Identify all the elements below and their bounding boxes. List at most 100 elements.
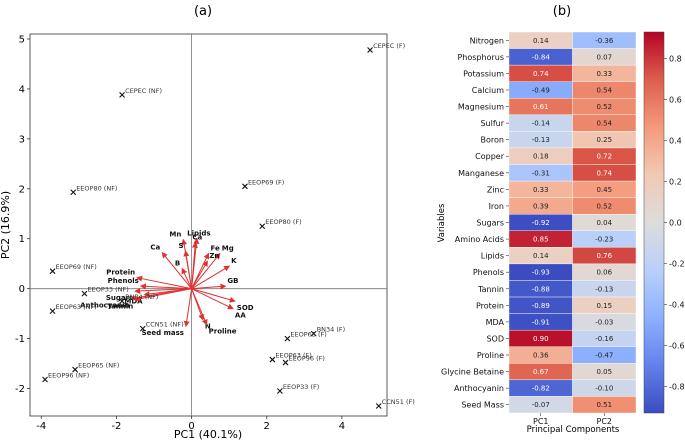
loading-arrow [161, 251, 192, 289]
heatmap-cell-value: -0.03 [595, 318, 613, 326]
score-point-label: EEOP69 (F) [248, 178, 284, 186]
y-tick-label: 3 [19, 134, 25, 145]
loading-label: Fe [211, 245, 220, 253]
score-point-label: CEPEC (F) [373, 42, 405, 50]
score-point-marker [119, 298, 125, 305]
loading-arrow [191, 288, 234, 310]
heatmap-row-label: Protein [476, 301, 504, 310]
heatmap-cell-value: 0.61 [533, 103, 549, 111]
heatmap-cell-value: -0.84 [532, 53, 551, 61]
loading-arrow [191, 265, 231, 290]
heatmap-cell-value: -0.16 [595, 335, 614, 343]
loading-arrow [191, 252, 221, 289]
loading-arrow [191, 288, 236, 303]
heatmap-cell-value: 0.36 [533, 352, 549, 360]
x-tick-label: -2 [111, 421, 121, 432]
heatmap-cells: 0.14 -0.36 -0.84 0.07 0.74 0.33 -0.49 0.54 0.61 0… [508, 31, 637, 414]
heatmap-row-label: Seed Mass [461, 401, 504, 410]
loading-label: Ca [150, 244, 160, 252]
loading-label: Sugars [106, 294, 133, 302]
y-tick-label: 5 [19, 34, 25, 45]
score-point-label: EEOP69 (NF) [56, 263, 97, 271]
loading-label: Seed mass [142, 329, 184, 337]
score-point-marker [310, 330, 317, 337]
score-point-label: EEOP96 (NF) [48, 372, 89, 380]
score-point-marker [269, 356, 276, 363]
heatmap-cell-value: 0.05 [596, 368, 612, 376]
heatmap-cell-value: 0.25 [596, 136, 612, 144]
score-point-marker [70, 189, 77, 196]
heatmap-row-label: Glycine Betaine [441, 368, 504, 377]
loading-label: Protein [106, 269, 135, 277]
colorbar-tick-label: -0.4 [669, 300, 685, 309]
colorbar-tick-label: -0.8 [669, 382, 685, 391]
loading-label: GB [227, 277, 238, 285]
score-point-label: EEOP65 (F) [290, 331, 326, 339]
heatmap-cell-value: 0.54 [596, 86, 612, 94]
loading-arrow [191, 288, 208, 326]
loading-arrow [191, 241, 198, 289]
score-point-label: EEOP63 (F) [275, 352, 311, 360]
loading-label: Tannin [107, 303, 133, 311]
heatmap-cell-value: -0.47 [595, 352, 613, 360]
loading-label: B [175, 260, 180, 268]
loading-label: Mg [222, 245, 234, 253]
loading-label: SOD [237, 304, 254, 312]
score-point-label: EEOP96 (F) [289, 355, 325, 363]
loading-arrow [134, 287, 192, 294]
heatmap-column-labels: PC1 PC2 [533, 413, 612, 426]
heatmap-row-label: Nitrogen [470, 36, 504, 45]
colorbar [643, 31, 665, 414]
heatmap-x-axis-label: Principal Components [527, 425, 620, 435]
colorbar-tick-label: 0.4 [669, 137, 682, 146]
loading-label: Zn [209, 252, 219, 260]
heatmap-cell-value: -0.31 [532, 169, 550, 177]
score-point-marker [49, 268, 56, 275]
heatmap-cell-value: 0.39 [533, 202, 549, 210]
loading-arrow [191, 283, 227, 290]
score-point-label: CCN51 (NF) [146, 321, 184, 329]
heatmap-row-label: SOD [486, 334, 504, 343]
score-point-label: EEOP80 (F) [265, 218, 301, 226]
y-tick-label: 2 [19, 184, 25, 195]
loading-label: Lipids [187, 230, 210, 238]
y-tick-label: 4 [19, 84, 25, 95]
heatmap-row-label: Phenols [473, 268, 504, 277]
loading-arrow [139, 283, 192, 290]
loading-label: N [205, 323, 211, 331]
colorbar-tick-label: -0.2 [669, 259, 685, 268]
heatmap-cell-value: 0.07 [596, 53, 612, 61]
score-point-label: BN34 (NF) [125, 293, 158, 301]
heatmap-cell-value: 0.45 [596, 186, 612, 194]
heatmap-y-axis-label: Variables [437, 203, 447, 242]
colorbar-tick-label: 0.0 [669, 219, 682, 228]
heatmap-cell-value: 0.51 [596, 401, 612, 409]
heatmap-cell-value: -0.88 [532, 285, 550, 293]
heatmap-cell-value: 0.52 [596, 103, 612, 111]
heatmap-row-label: Iron [489, 202, 504, 211]
loading-arrow [134, 288, 192, 302]
y-tick-label: 1 [19, 234, 25, 245]
heatmap-row-label: Sugars [476, 219, 504, 228]
score-point-marker [42, 376, 48, 383]
heatmap-cell-value: -0.91 [532, 318, 550, 326]
loading-arrow [181, 267, 193, 289]
heatmap-cell-value: 0.54 [596, 120, 612, 128]
x-axis-label: PC1 (40.1%) [174, 428, 242, 441]
score-point-label: EEOP80 (NF) [76, 184, 117, 192]
heatmap-cell-value: 0.33 [596, 70, 612, 78]
score-point-label: CEPEC (NF) [125, 87, 162, 95]
heatmap-cell-value: 0.74 [533, 70, 549, 78]
loading-arrow [191, 260, 208, 289]
heatmap-row-label: Manganese [458, 169, 504, 178]
loading-label: K [231, 257, 237, 265]
loading-label: S [179, 242, 184, 250]
loading-label: Anthocyanin [80, 302, 129, 310]
score-point-marker [72, 366, 78, 373]
x-tick-label: 4 [339, 421, 345, 432]
score-point-label: EEOP33 (NF) [87, 286, 128, 294]
score-points: CEPEC (F) CEPEC (NF) EEOP80 (NF) EEOP69 (F)… [42, 42, 415, 409]
heatmap-cell-value: -0.10 [595, 385, 613, 393]
